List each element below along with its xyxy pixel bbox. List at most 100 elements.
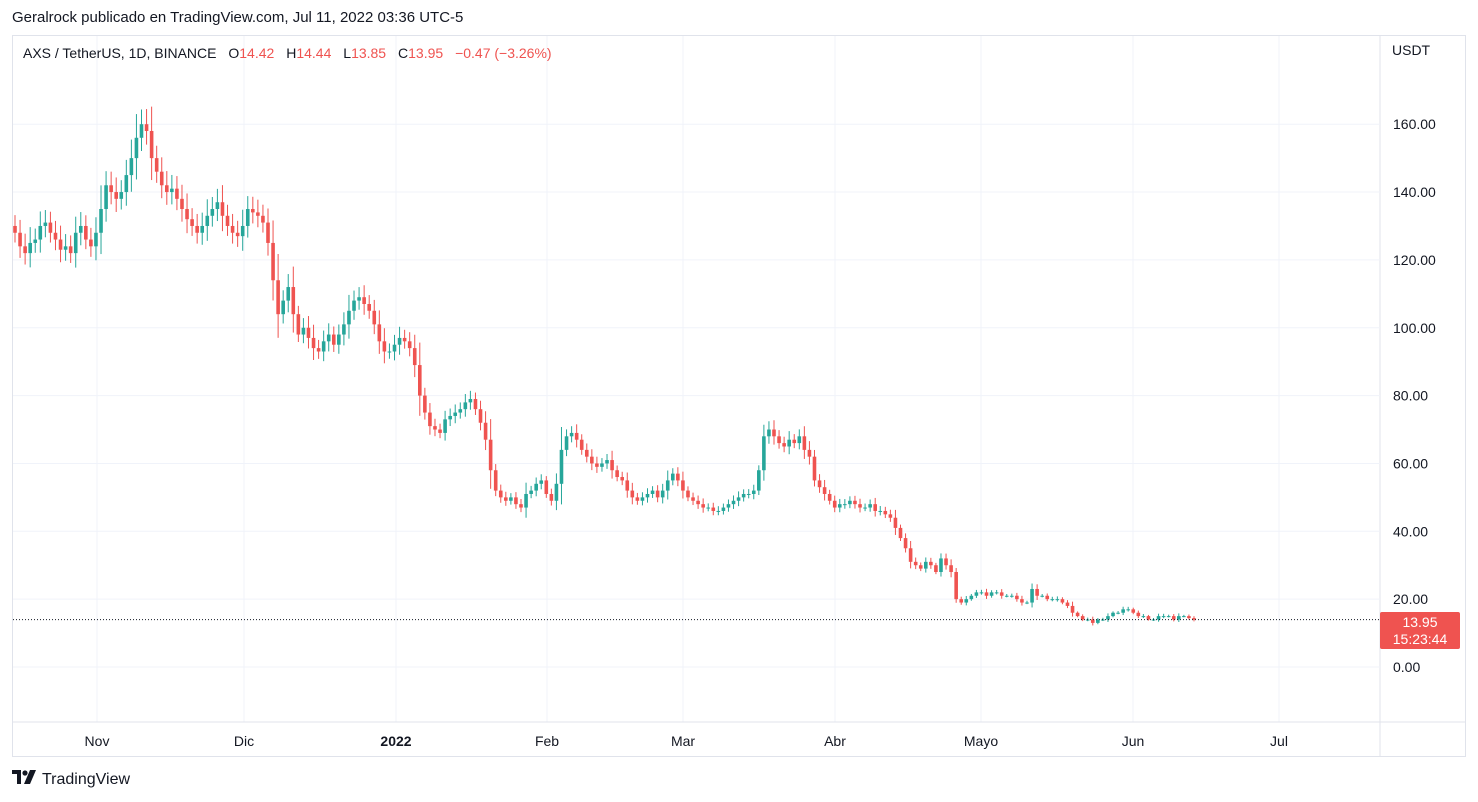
candle[interactable] xyxy=(428,403,432,435)
candle[interactable] xyxy=(23,233,27,265)
candle[interactable] xyxy=(1010,593,1014,598)
candle[interactable] xyxy=(544,476,549,498)
candle[interactable] xyxy=(367,295,371,319)
candle[interactable] xyxy=(600,458,604,472)
candle[interactable] xyxy=(89,227,93,257)
candle[interactable] xyxy=(989,590,994,598)
candle[interactable] xyxy=(1070,601,1075,617)
candle[interactable] xyxy=(301,318,306,344)
candle[interactable] xyxy=(529,485,533,499)
candle[interactable] xyxy=(665,470,670,500)
candle[interactable] xyxy=(104,171,108,222)
candle[interactable] xyxy=(326,323,331,352)
candle[interactable] xyxy=(605,454,609,469)
candle[interactable] xyxy=(251,196,255,224)
candle[interactable] xyxy=(1030,583,1034,608)
candle[interactable] xyxy=(180,184,184,222)
candle[interactable] xyxy=(883,506,888,519)
candle[interactable] xyxy=(924,557,928,573)
candle[interactable] xyxy=(1080,614,1085,622)
candle[interactable] xyxy=(549,488,554,506)
candle[interactable] xyxy=(483,411,488,451)
candle[interactable] xyxy=(509,493,513,505)
candle[interactable] xyxy=(149,106,154,181)
candle[interactable] xyxy=(888,509,893,522)
candle[interactable] xyxy=(802,426,807,459)
candle[interactable] xyxy=(590,449,594,471)
candle[interactable] xyxy=(1035,584,1039,600)
candle[interactable] xyxy=(392,334,397,361)
candle[interactable] xyxy=(159,157,164,199)
candle[interactable] xyxy=(706,503,711,512)
candle[interactable] xyxy=(949,559,953,578)
candle[interactable] xyxy=(767,421,771,444)
candle[interactable] xyxy=(1131,607,1136,615)
candle[interactable] xyxy=(979,589,984,595)
candle[interactable] xyxy=(377,310,382,354)
candle[interactable] xyxy=(827,489,832,505)
candle[interactable] xyxy=(418,342,422,416)
candle[interactable] xyxy=(721,503,726,515)
candle[interactable] xyxy=(630,482,635,505)
candle[interactable] xyxy=(584,443,589,463)
candle[interactable] xyxy=(372,299,377,335)
symbol-label[interactable]: AXS / TetherUS, 1D, BINANCE xyxy=(23,45,217,61)
candle[interactable] xyxy=(170,174,174,205)
candle[interactable] xyxy=(261,204,265,233)
candle[interactable] xyxy=(650,486,655,498)
candle[interactable] xyxy=(858,498,862,513)
candle[interactable] xyxy=(620,471,624,486)
candle[interactable] xyxy=(903,533,908,553)
candle[interactable] xyxy=(843,499,847,509)
candle[interactable] xyxy=(478,400,483,431)
candle[interactable] xyxy=(868,499,872,512)
candle[interactable] xyxy=(240,209,245,251)
candle[interactable] xyxy=(13,215,17,243)
candle[interactable] xyxy=(1065,600,1070,609)
candle[interactable] xyxy=(504,491,508,506)
candle[interactable] xyxy=(929,557,933,569)
candle[interactable] xyxy=(1055,596,1060,602)
candle[interactable] xyxy=(1060,597,1065,605)
candle[interactable] xyxy=(78,212,83,246)
candle[interactable] xyxy=(1192,616,1196,622)
candle[interactable] xyxy=(660,483,665,504)
candle[interactable] xyxy=(878,505,883,516)
candle[interactable] xyxy=(519,499,523,513)
candle[interactable] xyxy=(792,434,797,449)
candle[interactable] xyxy=(681,471,685,499)
candle[interactable] xyxy=(185,193,189,234)
candle[interactable] xyxy=(144,109,149,145)
candle[interactable] xyxy=(524,482,528,518)
candle[interactable] xyxy=(514,492,518,509)
candle[interactable] xyxy=(1075,611,1080,618)
chart-frame[interactable] xyxy=(12,35,1466,757)
candle[interactable] xyxy=(291,266,296,333)
candle[interactable] xyxy=(215,188,220,222)
candle[interactable] xyxy=(235,220,240,247)
candle[interactable] xyxy=(245,196,250,238)
candle[interactable] xyxy=(1116,611,1120,615)
candle[interactable] xyxy=(898,524,903,541)
candle[interactable] xyxy=(772,420,776,445)
candle[interactable] xyxy=(124,159,129,206)
candle[interactable] xyxy=(999,589,1004,599)
candle[interactable] xyxy=(119,180,124,210)
candle[interactable] xyxy=(357,287,361,310)
candle[interactable] xyxy=(109,171,113,205)
candle[interactable] xyxy=(1106,613,1110,622)
candle[interactable] xyxy=(534,477,538,497)
candle[interactable] xyxy=(984,588,989,599)
candle[interactable] xyxy=(190,208,194,236)
candle[interactable] xyxy=(342,312,346,346)
candle[interactable] xyxy=(671,468,675,486)
candle[interactable] xyxy=(969,593,974,601)
candle[interactable] xyxy=(165,171,169,205)
candle[interactable] xyxy=(853,495,857,509)
candle[interactable] xyxy=(782,436,786,453)
candle[interactable] xyxy=(493,464,498,497)
candle[interactable] xyxy=(1146,614,1151,621)
candle[interactable] xyxy=(731,495,736,509)
candle[interactable] xyxy=(640,492,645,506)
